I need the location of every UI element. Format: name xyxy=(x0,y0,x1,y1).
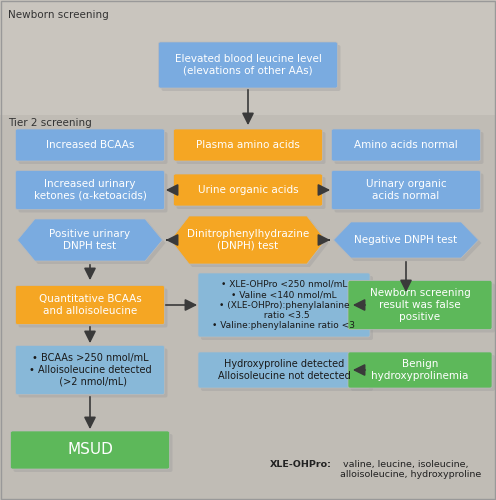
Text: • BCAAs >250 nmol/mL
• Alloisoleucine detected
  (>2 nmol/mL): • BCAAs >250 nmol/mL • Alloisoleucine de… xyxy=(29,354,151,386)
Text: Elevated blood leucine level
(elevations of other AAs): Elevated blood leucine level (elevations… xyxy=(175,54,321,76)
FancyBboxPatch shape xyxy=(15,286,165,325)
FancyBboxPatch shape xyxy=(334,132,484,164)
Text: Dinitrophenylhydrazine
(DNPH) test: Dinitrophenylhydrazine (DNPH) test xyxy=(187,229,309,251)
Text: Negative DNPH test: Negative DNPH test xyxy=(355,235,458,245)
FancyBboxPatch shape xyxy=(174,174,322,206)
Text: Quantitative BCAAs
and alloisoleucine: Quantitative BCAAs and alloisoleucine xyxy=(39,294,141,316)
FancyBboxPatch shape xyxy=(10,431,170,469)
FancyBboxPatch shape xyxy=(348,352,492,388)
Text: Increased urinary
ketones (α-ketoacids): Increased urinary ketones (α-ketoacids) xyxy=(34,179,146,201)
FancyBboxPatch shape xyxy=(198,352,370,388)
FancyBboxPatch shape xyxy=(15,170,165,209)
Polygon shape xyxy=(171,216,325,264)
Text: Increased BCAAs: Increased BCAAs xyxy=(46,140,134,150)
FancyBboxPatch shape xyxy=(15,129,165,161)
Text: MSUD: MSUD xyxy=(67,442,113,458)
Text: Benign
hydroxyprolinemia: Benign hydroxyprolinemia xyxy=(372,359,469,381)
FancyBboxPatch shape xyxy=(331,170,481,209)
Polygon shape xyxy=(336,225,482,261)
FancyBboxPatch shape xyxy=(162,45,340,91)
FancyBboxPatch shape xyxy=(0,0,496,115)
Text: Newborn screening: Newborn screening xyxy=(8,10,109,20)
FancyBboxPatch shape xyxy=(351,355,495,391)
Text: Positive urinary
DNPH test: Positive urinary DNPH test xyxy=(50,229,130,251)
FancyBboxPatch shape xyxy=(15,346,165,395)
Text: Plasma amino acids: Plasma amino acids xyxy=(196,140,300,150)
FancyBboxPatch shape xyxy=(18,174,168,212)
Text: Urinary organic
acids normal: Urinary organic acids normal xyxy=(366,179,446,201)
FancyBboxPatch shape xyxy=(348,280,492,330)
Polygon shape xyxy=(20,222,166,264)
Text: Tier 2 screening: Tier 2 screening xyxy=(8,118,92,128)
FancyBboxPatch shape xyxy=(177,177,325,209)
Text: valine, leucine, isoleucine,
alloisoleucine, hydroxyproline: valine, leucine, isoleucine, alloisoleuc… xyxy=(340,460,481,479)
FancyBboxPatch shape xyxy=(159,42,337,88)
FancyBboxPatch shape xyxy=(334,174,484,212)
FancyBboxPatch shape xyxy=(331,129,481,161)
FancyBboxPatch shape xyxy=(198,273,370,337)
Polygon shape xyxy=(174,219,328,267)
Text: Urine organic acids: Urine organic acids xyxy=(198,185,298,195)
FancyBboxPatch shape xyxy=(18,348,168,398)
FancyBboxPatch shape xyxy=(351,284,495,333)
Text: Newborn screening
result was false
positive: Newborn screening result was false posit… xyxy=(370,288,470,322)
FancyBboxPatch shape xyxy=(0,115,496,500)
FancyBboxPatch shape xyxy=(18,132,168,164)
FancyBboxPatch shape xyxy=(13,434,173,472)
FancyBboxPatch shape xyxy=(201,276,373,340)
Text: Amino acids normal: Amino acids normal xyxy=(354,140,458,150)
Text: Hydroxyproline detected
Alloisoleucine not detected: Hydroxyproline detected Alloisoleucine n… xyxy=(218,359,350,381)
Polygon shape xyxy=(333,222,479,258)
FancyBboxPatch shape xyxy=(174,129,322,161)
Polygon shape xyxy=(17,219,163,261)
FancyBboxPatch shape xyxy=(201,355,373,391)
Text: XLE-OHPro:: XLE-OHPro: xyxy=(270,460,332,469)
FancyBboxPatch shape xyxy=(18,288,168,328)
FancyBboxPatch shape xyxy=(177,132,325,164)
Text: • XLE-OHPro <250 nmol/mL
• Valine <140 nmol/mL
• (XLE-OHPro):phenylalanine
  rat: • XLE-OHPro <250 nmol/mL • Valine <140 n… xyxy=(212,280,356,330)
